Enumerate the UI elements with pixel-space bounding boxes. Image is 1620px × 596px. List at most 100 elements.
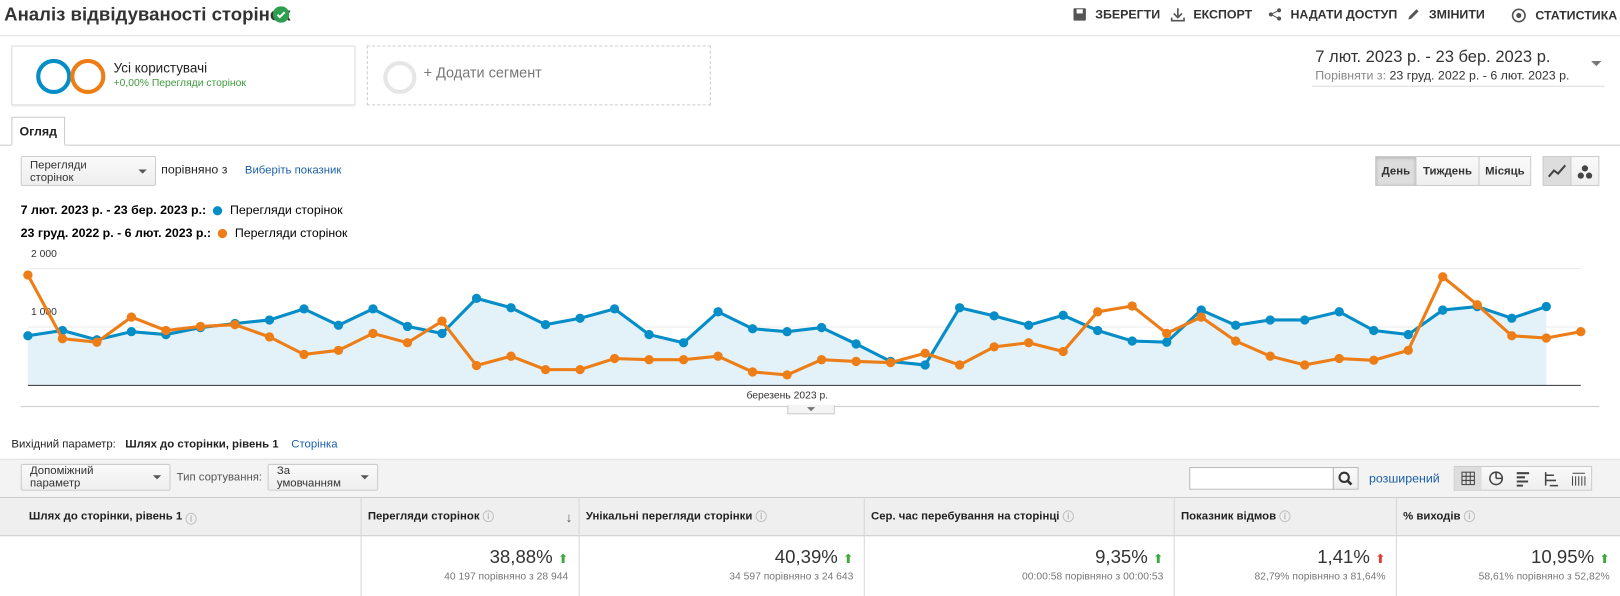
data-point xyxy=(1369,355,1379,365)
total-detail: 34 597 порівняно з 24 643 xyxy=(729,571,854,583)
edit-button[interactable]: ЗМІНИТИ xyxy=(1406,7,1485,22)
sort-arrow: ↓ xyxy=(565,508,573,525)
data-point xyxy=(1334,307,1344,317)
granularity-month[interactable]: Місяць xyxy=(1478,156,1532,186)
help-icon: ⓘ xyxy=(1279,511,1291,524)
data-point xyxy=(506,303,516,313)
motion-chart-toggle[interactable] xyxy=(1570,156,1600,186)
x-axis-label: березень 2023 р. xyxy=(747,389,829,401)
total-detail: 82,79% порівняно з 81,64% xyxy=(1254,571,1386,583)
data-point xyxy=(57,334,68,344)
total-detail: 00:00:58 порівняно з 00:00:53 xyxy=(1021,571,1164,583)
y-tick-label: 2 000 xyxy=(31,249,57,260)
table-header-cell[interactable]: Шлях до сторінки, рівень 1 ⓘ xyxy=(0,496,362,537)
data-point xyxy=(782,327,792,337)
help-icon: ⓘ xyxy=(482,511,495,524)
line-chart-toggle[interactable] xyxy=(1542,156,1572,186)
segment-name: Усі користувачі xyxy=(113,59,208,76)
legend-label: Перегляди сторінок xyxy=(230,203,343,217)
table-cell: 1,41% ⬆ 82,79% порівняно з 81,64% xyxy=(1175,536,1397,596)
secondary-dropdown[interactable]: Допоміжний параметр xyxy=(20,463,171,491)
table-header-cell[interactable]: Показник відмов ⓘ xyxy=(1175,496,1397,537)
add-segment[interactable]: + Додати сегмент xyxy=(366,45,711,106)
table-header-cell[interactable]: Сер. час перебування на сторінці ⓘ xyxy=(865,496,1175,537)
data-point xyxy=(1196,305,1206,315)
export-button[interactable]: ЕКСПОРТ xyxy=(1170,7,1253,22)
granularity-week[interactable]: Тиждень xyxy=(1415,156,1480,186)
series-line xyxy=(26,274,1582,377)
insights-button[interactable]: СТАТИСТИКА xyxy=(1511,7,1617,24)
data-point xyxy=(299,349,309,360)
data-point xyxy=(437,328,447,339)
sort-label: Тип сортування: xyxy=(176,471,263,484)
table-header-cell[interactable]: Унікальні перегляди сторінки ⓘ xyxy=(580,496,865,537)
data-point xyxy=(23,331,33,341)
tab-label: Огляд xyxy=(19,123,57,139)
legend-period: 7 лют. 2023 р. - 23 бер. 2023 р.: xyxy=(21,203,207,217)
metric-label: Перегляди сторінок xyxy=(29,158,87,184)
help-icon: ⓘ xyxy=(185,513,197,526)
select-metric[interactable]: Виберіть показник xyxy=(244,164,342,177)
advanced-link[interactable]: розширений xyxy=(1368,471,1440,486)
granularity-day[interactable]: День xyxy=(1375,156,1417,186)
table-header-cell[interactable]: Перегляди сторінок ⓘ ↓ xyxy=(362,496,580,537)
data-point xyxy=(1024,338,1034,348)
data-point xyxy=(609,353,620,364)
data-point xyxy=(1507,331,1517,341)
data-point xyxy=(920,360,930,370)
sort-value: За умовчанням xyxy=(276,464,341,490)
data-point xyxy=(885,357,896,368)
data-point xyxy=(747,324,758,334)
table-cell xyxy=(0,536,362,596)
save-button[interactable]: ЗБЕРЕГТИ xyxy=(1072,7,1160,22)
tab[interactable]: Огляд xyxy=(11,116,66,146)
data-point xyxy=(920,348,930,358)
legend-swatch xyxy=(217,228,228,239)
sort-dropdown[interactable]: За умовчанням xyxy=(267,463,379,491)
up-arrow: ⬆ xyxy=(843,551,854,567)
data-point xyxy=(126,312,137,322)
search-input[interactable] xyxy=(1189,467,1334,490)
chart-toggle[interactable] xyxy=(787,405,835,415)
data-point xyxy=(1196,312,1206,322)
data-point xyxy=(713,307,723,317)
action-label: ЕКСПОРТ xyxy=(1193,7,1253,22)
table-header xyxy=(0,496,1620,537)
data-point xyxy=(816,355,827,365)
data-point xyxy=(471,360,482,371)
table-header-cell[interactable]: % виходів ⓘ xyxy=(1397,497,1620,536)
search-button[interactable] xyxy=(1332,467,1359,490)
segment-icons xyxy=(36,58,106,95)
legend-swatch xyxy=(212,206,223,216)
share-button[interactable]: НАДАТИ ДОСТУП xyxy=(1268,7,1398,22)
data-point xyxy=(333,345,344,355)
header-label: Сер. час перебування на сторінці xyxy=(870,510,1060,523)
up-arrow: ⬆ xyxy=(1599,551,1610,567)
date-current: 7 лют. 2023 р. - 23 бер. 2023 р. xyxy=(1315,48,1551,67)
data-point xyxy=(1162,328,1172,339)
verified-icon xyxy=(272,6,290,23)
total-detail: 40 197 порівняно з 28 944 xyxy=(444,571,569,583)
granularity-label: Тиждень xyxy=(1423,164,1472,178)
data-point xyxy=(954,360,965,370)
view-switcher[interactable] xyxy=(1453,465,1593,491)
data-point xyxy=(644,329,654,340)
date-dropdown[interactable] xyxy=(1590,60,1602,68)
help-icon: ⓘ xyxy=(1062,511,1075,524)
legend-period: 23 груд. 2022 р. - 6 лют. 2023 р.: xyxy=(21,226,211,240)
data-point xyxy=(368,304,378,314)
action-label: НАДАТИ ДОСТУП xyxy=(1290,7,1398,22)
data-point xyxy=(954,303,965,313)
data-point xyxy=(989,342,999,352)
granularity-label: День xyxy=(1381,164,1411,178)
date-compare: 23 груд. 2022 р. - 6 лют. 2023 р. xyxy=(1389,68,1570,83)
metric-dropdown[interactable]: Перегляди сторінок xyxy=(20,156,157,186)
data-point xyxy=(678,338,689,348)
segment-card[interactable]: Усі користувачі +0,00% Перегляди сторіно… xyxy=(11,45,356,106)
data-point xyxy=(1058,346,1068,357)
data-point xyxy=(1162,337,1172,347)
data-point xyxy=(1438,272,1448,282)
date-compare-row: Порівняти з: 23 груд. 2022 р. - 6 лют. 2… xyxy=(1315,68,1569,82)
data-point xyxy=(126,327,137,337)
dimension-other[interactable]: Сторінка xyxy=(291,438,338,451)
